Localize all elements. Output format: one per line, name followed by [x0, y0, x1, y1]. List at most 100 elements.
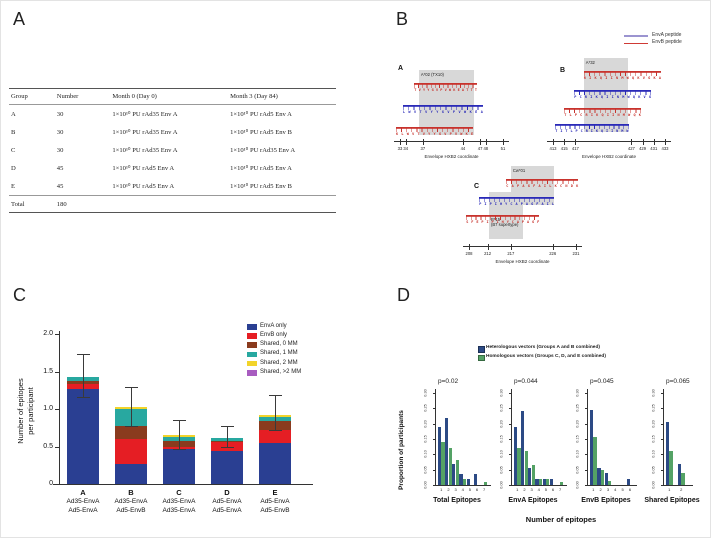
- peptide-line-envb: [506, 179, 579, 184]
- bar-homologous: [545, 478, 550, 485]
- amino-acid: G: [438, 132, 441, 136]
- y-axis-tick-label: 0.25: [499, 404, 504, 413]
- amino-acid: M: [622, 113, 625, 117]
- amino-acid: Y: [506, 220, 509, 224]
- table-cell: 1×10¹⁰ PU rAd5 Env B: [230, 183, 292, 190]
- y-axis-tick: [55, 334, 59, 335]
- y-axis-tick-label: 0.25: [423, 404, 428, 413]
- amino-acid: V: [444, 88, 447, 92]
- amino-acid: Y: [422, 88, 426, 92]
- amino-acid: T: [564, 113, 567, 117]
- y-axis-tick-label: 0.30: [499, 389, 504, 397]
- axis-title: Envelope HXB2 coordinate: [581, 154, 637, 159]
- x-axis-tick-label: 6: [551, 487, 555, 492]
- error-bar-line: [274, 394, 276, 431]
- bar-heterologous: [549, 478, 553, 485]
- dosing-table: Group Number Month 0 (Day 0) Month 3 (Day 8…: [9, 88, 336, 213]
- amino-acid: V: [418, 88, 421, 92]
- peptide-line-envb: [564, 108, 641, 113]
- hla-box-label-line: A*32: [585, 59, 595, 65]
- amino-acid: A: [526, 220, 530, 224]
- peptide-subpanel-b: A*32 R I K Q I I N M W Q K V G K A P C R I K Q I I N M W Q K V G T L P C R I…: [547, 56, 689, 161]
- amino-acid: T: [417, 132, 420, 136]
- amino-acid: K: [469, 110, 472, 114]
- error-bar-cap: [124, 426, 138, 427]
- amino-acid: Y: [427, 88, 430, 92]
- amino-acid: I: [590, 113, 593, 117]
- amino-acid: M: [621, 129, 624, 133]
- error-bar-line: [226, 425, 228, 448]
- y-axis-tick-label: 0.30: [575, 389, 580, 397]
- amino-acid: P: [452, 110, 456, 114]
- amino-acid: H: [501, 220, 504, 224]
- y-axis-tick: [660, 485, 663, 486]
- amino-acid: G: [527, 184, 530, 188]
- axis-tick-label: 431: [650, 146, 658, 151]
- y-axis-tick-label: 0.00: [575, 481, 580, 489]
- amino-acid: C: [511, 220, 514, 224]
- amino-acid: V: [413, 110, 417, 114]
- amino-acid: W: [464, 110, 467, 114]
- bar-heterologous: [514, 426, 518, 485]
- peptide-line-envb: [583, 71, 662, 76]
- amino-acid: P: [489, 202, 492, 206]
- bar-heterologous: [466, 478, 470, 485]
- bar-homologous: [669, 451, 673, 485]
- y-axis-tick-label: 0.15: [651, 435, 656, 443]
- amino-acid: C: [580, 113, 583, 117]
- y-axis-tick: [432, 454, 435, 456]
- table-row: A 30 1×10¹⁰ PU rAd35 Env A 1×10¹⁰ PU rAd5 E…: [9, 105, 336, 124]
- x-axis-tick-label: 3: [454, 487, 457, 492]
- hla-box-label: A*32: [586, 60, 595, 65]
- y-axis-tick-label: 0.00: [499, 481, 504, 489]
- bar-segment: [211, 451, 243, 484]
- amino-acid: I: [606, 95, 609, 99]
- hla-box-label: Cw*01: [513, 168, 525, 173]
- bar-heterologous: [666, 422, 670, 485]
- y-axis-tick-label: 2.0: [43, 330, 53, 337]
- amino-acid: N: [615, 76, 619, 80]
- y-axis-tick: [432, 485, 435, 486]
- table-cell: 30: [56, 110, 64, 118]
- y-axis-tick-label: 0.5: [43, 442, 53, 450]
- amino-acid: G: [531, 202, 534, 206]
- axis-tick: [422, 138, 424, 145]
- category-sublabel: Ad35-EnvA: [66, 498, 100, 505]
- hla-box-label: B*15 (B7 supertype): [491, 217, 518, 228]
- amino-acid: Y: [436, 110, 439, 114]
- amino-acid: T: [565, 129, 568, 133]
- error-bar-line: [130, 387, 132, 427]
- y-axis-line: [511, 389, 512, 486]
- amino-acid: W: [408, 110, 411, 114]
- y-axis-tick: [432, 423, 435, 425]
- axis-tick: [502, 138, 504, 145]
- x-axis-tick-label: 5: [544, 487, 547, 492]
- amino-acid: I: [494, 202, 497, 206]
- bar-segment: [259, 442, 291, 484]
- y-axis-line: [435, 389, 436, 486]
- amino-acid: V: [447, 110, 450, 114]
- amino-acid: I: [611, 95, 614, 99]
- legend-swatch: [247, 324, 257, 330]
- peptide-line-envb: [395, 127, 474, 132]
- amino-acid: N: [616, 95, 619, 99]
- amino-acid: Q: [632, 76, 635, 80]
- bar-homologous: [538, 478, 543, 485]
- table-cell: 1×10¹⁰ PU rAd35 Env A: [230, 147, 296, 154]
- x-axis-line: [663, 485, 693, 486]
- amino-acid: C: [559, 184, 563, 188]
- amino-acid: V: [458, 110, 461, 114]
- y-axis-tick: [660, 423, 663, 425]
- y-axis-tick-label: 0.25: [575, 404, 580, 413]
- legend-swatch: [478, 346, 485, 353]
- x-axis-tick-label: 2: [599, 487, 602, 492]
- amino-acid: V: [425, 110, 428, 114]
- table-cell: 1×10¹⁰ PU rAd35 Env A: [112, 129, 178, 136]
- amino-acid: A: [538, 184, 541, 188]
- amino-acid: K: [453, 88, 456, 92]
- category-sublabel: Ad5-EnvB: [116, 506, 146, 514]
- y-axis-tick-label: 0.20: [499, 419, 504, 428]
